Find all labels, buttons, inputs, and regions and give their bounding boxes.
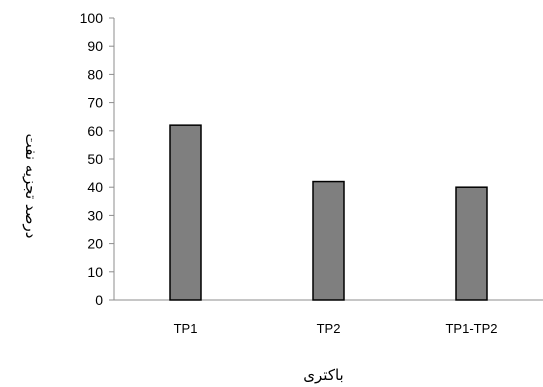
- y-tick-label: 60: [87, 123, 103, 139]
- y-tick-label: 50: [87, 151, 103, 167]
- y-tick-label: 100: [80, 10, 104, 26]
- y-axis: 0 10 20 30 40 50 60 70 80 90 100: [80, 10, 115, 308]
- y-axis-title: درصد تجزیه نفت: [22, 134, 40, 239]
- x-axis-title: باکتری: [303, 366, 343, 384]
- y-tick-label: 80: [87, 66, 103, 82]
- x-tick-label: TP2: [317, 321, 341, 336]
- y-tick-label: 0: [95, 292, 103, 308]
- y-tick-label: 90: [87, 38, 103, 54]
- y-tick-label: 30: [87, 207, 103, 223]
- y-tick-label: 40: [87, 179, 103, 195]
- bar-tp1-tp2: [455, 186, 488, 301]
- x-tick-label: TP1: [174, 321, 198, 336]
- category-labels: TP1 TP2 TP1-TP2: [174, 321, 498, 336]
- bar-tp1: [169, 124, 202, 301]
- bars: [169, 124, 488, 301]
- x-tick-label: TP1-TP2: [445, 321, 497, 336]
- y-tick-label: 70: [87, 95, 103, 111]
- bar-tp2: [312, 180, 345, 301]
- y-tick-label: 10: [87, 264, 103, 280]
- y-tick-label: 20: [87, 236, 103, 252]
